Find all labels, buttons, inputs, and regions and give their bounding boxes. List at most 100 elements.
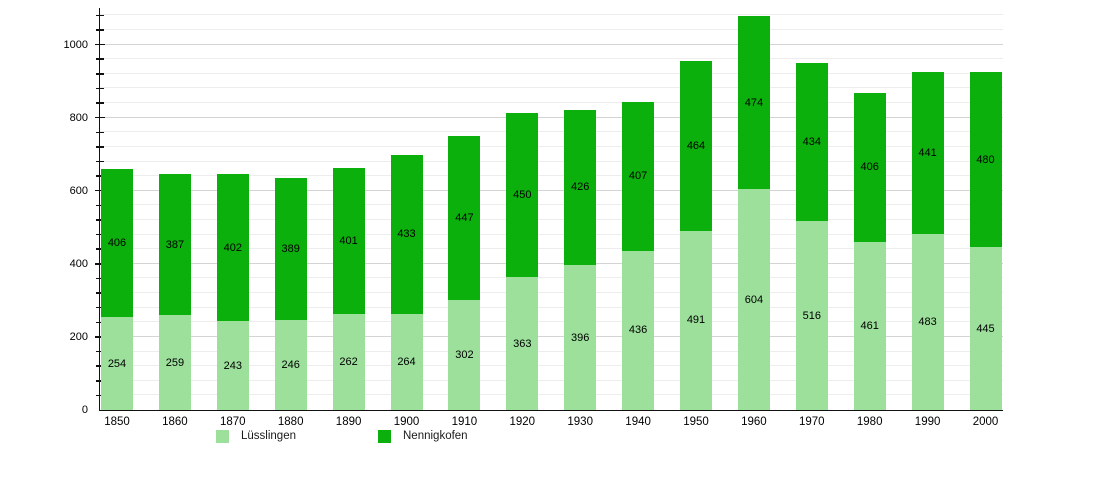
minor-gridline xyxy=(100,321,1003,323)
minor-gridline xyxy=(100,160,1003,162)
major-gridline xyxy=(100,116,1003,118)
bar-value-label-lusslingen: 264 xyxy=(397,355,416,368)
y-axis-tick xyxy=(96,233,104,236)
bar-value-label-nennigkofen: 402 xyxy=(223,241,242,254)
bar-segment-lusslingen xyxy=(853,241,886,410)
bar-segment-lusslingen xyxy=(448,299,481,410)
bar-segment-lusslingen xyxy=(158,315,191,410)
y-axis-tick xyxy=(96,146,104,148)
y-axis-tick xyxy=(96,248,104,250)
minor-gridline xyxy=(100,248,1003,250)
y-axis-tick xyxy=(96,321,104,324)
minor-gridline xyxy=(100,145,1003,147)
bar-segment-lusslingen xyxy=(332,314,365,410)
y-axis-tick xyxy=(96,306,104,309)
major-gridline xyxy=(100,262,1003,264)
bar-segment-lusslingen xyxy=(390,313,423,410)
bar-segment-nennigkofen xyxy=(448,136,481,300)
minor-gridline xyxy=(100,131,1003,133)
bar-value-label-nennigkofen: 450 xyxy=(513,189,532,202)
x-tick-label: 1990 xyxy=(914,416,941,428)
minor-gridline xyxy=(100,394,1003,396)
legend-label-lusslingen: Lüsslingen xyxy=(241,430,296,442)
y-axis-tick xyxy=(96,219,104,221)
x-tick-label: 1970 xyxy=(799,416,825,428)
bar-value-label-nennigkofen: 406 xyxy=(860,161,879,174)
bar-segment-nennigkofen xyxy=(795,62,828,222)
x-tick-label: 1940 xyxy=(625,416,651,428)
bar-value-label-nennigkofen: 387 xyxy=(165,238,185,251)
bar-segment-lusslingen xyxy=(101,317,133,410)
y-tick-label: 400 xyxy=(69,257,88,270)
bar-segment-nennigkofen xyxy=(506,112,539,278)
bar-value-label-lusslingen: 262 xyxy=(339,356,358,369)
bar-value-label-nennigkofen: 464 xyxy=(686,139,706,152)
y-axis-tick xyxy=(96,131,104,134)
bar-value-label-lusslingen: 491 xyxy=(686,314,706,327)
minor-gridline xyxy=(100,58,1003,60)
y-axis-tick xyxy=(95,116,105,119)
y-tick-label: 800 xyxy=(69,111,88,124)
bar-segment-nennigkofen xyxy=(680,61,712,231)
bar-segment-lusslingen xyxy=(216,321,249,410)
x-tick-label: 1850 xyxy=(104,416,130,428)
minor-gridline xyxy=(100,204,1003,206)
y-tick-label: 600 xyxy=(69,184,88,197)
bar-segment-lusslingen xyxy=(506,277,539,410)
minor-gridline xyxy=(100,102,1003,104)
y-axis-tick xyxy=(95,189,105,192)
bar-value-label-lusslingen: 461 xyxy=(860,319,879,332)
minor-gridline xyxy=(100,292,1003,294)
minor-gridline xyxy=(100,28,1003,30)
x-tick-label: 1950 xyxy=(683,416,709,428)
y-axis-tick xyxy=(96,204,104,207)
bar-segment-nennigkofen xyxy=(911,72,944,234)
bar-segment-nennigkofen xyxy=(622,101,655,251)
bar-value-label-lusslingen: 396 xyxy=(571,331,590,344)
bar-value-label-nennigkofen: 433 xyxy=(397,228,416,241)
major-gridline xyxy=(100,335,1003,337)
bar-value-label-lusslingen: 445 xyxy=(976,322,995,335)
x-tick-label: 1930 xyxy=(567,416,593,428)
bar-value-label-lusslingen: 483 xyxy=(918,315,937,328)
x-tick-label: 1960 xyxy=(741,416,767,428)
bar-segment-nennigkofen xyxy=(101,168,133,318)
major-gridline xyxy=(100,43,1003,45)
x-tick-label: 1860 xyxy=(162,416,188,428)
y-axis-tick xyxy=(96,102,104,104)
bar-value-label-nennigkofen: 434 xyxy=(802,136,821,149)
bar-segment-nennigkofen xyxy=(564,109,597,266)
bar-segment-nennigkofen xyxy=(274,177,307,321)
bar-segment-nennigkofen xyxy=(737,16,770,190)
minor-gridline xyxy=(100,233,1003,235)
x-tick-label: 1980 xyxy=(856,416,883,428)
bar-segment-lusslingen xyxy=(795,221,828,410)
bar-value-label-lusslingen: 363 xyxy=(513,337,532,350)
y-axis-tick xyxy=(96,350,104,353)
bar-segment-lusslingen xyxy=(564,265,597,410)
legend-label-nennigkofen: Nennigkofen xyxy=(403,430,468,442)
bar-value-label-lusslingen: 302 xyxy=(455,348,474,361)
minor-gridline xyxy=(100,218,1003,220)
bar-value-label-lusslingen: 243 xyxy=(223,359,242,372)
x-tick-label: 1870 xyxy=(220,416,246,428)
minor-gridline xyxy=(100,72,1003,74)
y-tick-label: 1000 xyxy=(63,38,88,51)
y-tick-label: 0 xyxy=(81,404,88,416)
y-axis-tick xyxy=(95,43,105,46)
x-tick-label: 2000 xyxy=(972,416,999,428)
bar-value-label-lusslingen: 254 xyxy=(107,357,127,370)
bar-value-label-nennigkofen: 401 xyxy=(339,234,358,247)
bar-segment-lusslingen xyxy=(680,230,712,410)
bar-value-label-nennigkofen: 474 xyxy=(744,96,764,109)
bar-value-label-lusslingen: 259 xyxy=(165,356,185,369)
bar-value-label-nennigkofen: 480 xyxy=(976,153,995,166)
bar-segment-nennigkofen xyxy=(158,173,191,316)
bar-value-label-lusslingen: 246 xyxy=(281,359,300,372)
bar-value-label-nennigkofen: 407 xyxy=(628,170,648,183)
legend-item-nennigkofen: Nennigkofen xyxy=(378,429,468,443)
minor-gridline xyxy=(100,350,1003,352)
bar-value-label-nennigkofen: 447 xyxy=(455,211,474,224)
bar-value-label-nennigkofen: 389 xyxy=(281,243,300,256)
y-axis-tick xyxy=(96,73,104,75)
